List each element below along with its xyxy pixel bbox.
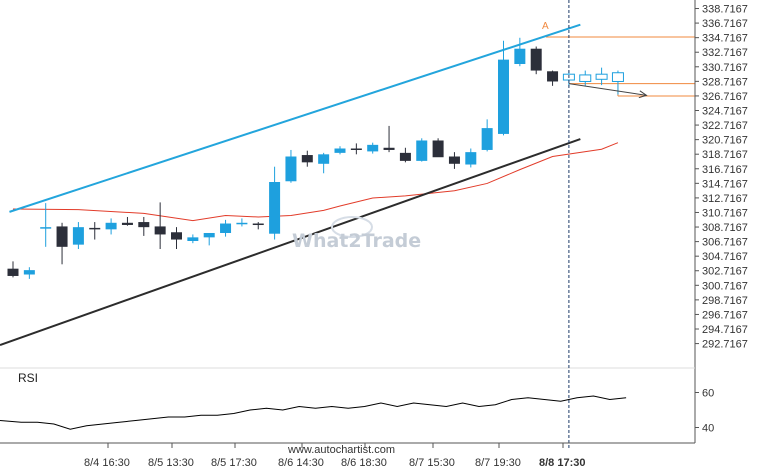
y-tick-label: 316.7167 — [702, 164, 748, 176]
candle-body — [547, 71, 559, 82]
watermark: What2Trade — [292, 230, 421, 252]
y-tick-label: 308.7167 — [702, 222, 748, 234]
x-tick-label: 8/6 14:30 — [278, 457, 324, 469]
y-tick-label: 292.7167 — [702, 339, 748, 351]
candle-body — [7, 268, 19, 276]
y-tick-label: 322.7167 — [702, 120, 748, 132]
source-url: www.autochartist.com — [287, 444, 395, 456]
y-tick-label: 324.7167 — [702, 105, 748, 117]
x-tick-label: 8/5 17:30 — [211, 457, 257, 469]
candle-body — [481, 128, 493, 150]
candle-body — [171, 232, 182, 240]
rsi-tick-label: 60 — [702, 388, 714, 400]
candle-body — [416, 140, 428, 161]
y-tick-label: 312.7167 — [702, 193, 748, 205]
forecast-arrow — [568, 83, 648, 99]
x-tick-label: 8/5 13:30 — [148, 457, 194, 469]
candle-body — [72, 227, 84, 245]
moving-average-line — [12, 142, 619, 222]
support-resistance-levels — [546, 36, 695, 97]
x-tick-label: 8/8 17:30 — [539, 457, 585, 469]
y-tick-label: 334.7167 — [702, 33, 748, 45]
trend-channel — [0, 23, 581, 347]
moving-average — [12, 142, 619, 222]
rsi-line — [0, 395, 627, 430]
y-tick-label: 318.7167 — [702, 149, 748, 161]
candle-body — [301, 155, 313, 163]
candle-body — [530, 48, 542, 71]
x-tick-label: 8/7 19:30 — [475, 457, 521, 469]
y-tick-label: 302.7167 — [702, 266, 748, 278]
channel-lower-line — [0, 138, 581, 347]
candle-body — [367, 144, 379, 152]
y-tick-label: 294.7167 — [702, 324, 748, 336]
y-tick-label: 328.7167 — [702, 76, 748, 88]
rsi-title: RSI — [18, 371, 38, 385]
candle-body — [514, 48, 526, 64]
y-tick-label: 296.7167 — [702, 309, 748, 321]
candle-body — [252, 223, 264, 226]
candle-body — [203, 232, 215, 238]
candle-body — [432, 140, 444, 158]
candle-body — [89, 227, 101, 230]
candle-body — [448, 156, 460, 164]
y-tick-label: 298.7167 — [702, 295, 748, 307]
candle-body — [105, 222, 117, 230]
candle-body — [399, 152, 411, 161]
candle-body — [498, 59, 509, 134]
y-axis: 338.7167 336.7167 334.7167 332.7167 330.7167… — [694, 0, 748, 443]
forecast-arrow-line — [568, 83, 647, 96]
x-tick-label: 8/4 16:30 — [84, 457, 130, 469]
watermark-logo-ring — [331, 216, 373, 238]
y-tick-label: 336.7167 — [702, 18, 748, 30]
candle-body — [138, 222, 150, 228]
candle-body — [383, 147, 395, 150]
candle-body — [269, 182, 281, 234]
candle-body — [579, 74, 592, 82]
x-tick-label: 8/7 15:30 — [409, 457, 455, 469]
y-tick-label: 338.7167 — [702, 4, 748, 16]
y-tick-label: 306.7167 — [702, 237, 748, 249]
candle-body — [285, 156, 297, 182]
candle-body — [154, 226, 166, 235]
y-tick-label: 310.7167 — [702, 207, 748, 219]
y-tick-label: 304.7167 — [702, 251, 748, 263]
y-tick-label: 300.7167 — [702, 280, 748, 292]
candle-body — [40, 227, 52, 229]
y-tick-label: 320.7167 — [702, 135, 748, 147]
candle-body — [23, 270, 35, 275]
candle-body — [611, 72, 624, 82]
candle-body — [220, 223, 232, 233]
candle-body — [187, 237, 199, 241]
candle-body — [318, 154, 330, 164]
candle-body — [236, 222, 248, 225]
candles — [7, 37, 624, 279]
pattern-marker-label: A — [542, 21, 549, 32]
candle-body — [595, 73, 608, 80]
y-tick-label: 330.7167 — [702, 62, 748, 74]
rsi-tick-label: 40 — [702, 423, 714, 435]
candle-body — [121, 222, 133, 225]
candle-body — [465, 152, 477, 165]
candle-body — [334, 148, 346, 153]
candle-body — [56, 226, 68, 247]
pattern-marker: A — [542, 21, 549, 32]
x-tick-label: 8/6 18:30 — [341, 457, 387, 469]
y-tick-label: 332.7167 — [702, 47, 748, 59]
rsi-panel: RSI 60 40 — [0, 367, 714, 435]
watermark-logo — [331, 216, 373, 238]
candle-body — [350, 148, 362, 150]
x-axis: 8/4 16:30 8/5 13:30 8/5 17:30 8/6 14:30 8/6 … — [0, 442, 695, 469]
channel-upper-line — [9, 23, 581, 213]
y-tick-label: 314.7167 — [702, 178, 748, 190]
y-tick-label: 326.7167 — [702, 91, 748, 103]
forecast-arrow-head — [638, 90, 648, 99]
